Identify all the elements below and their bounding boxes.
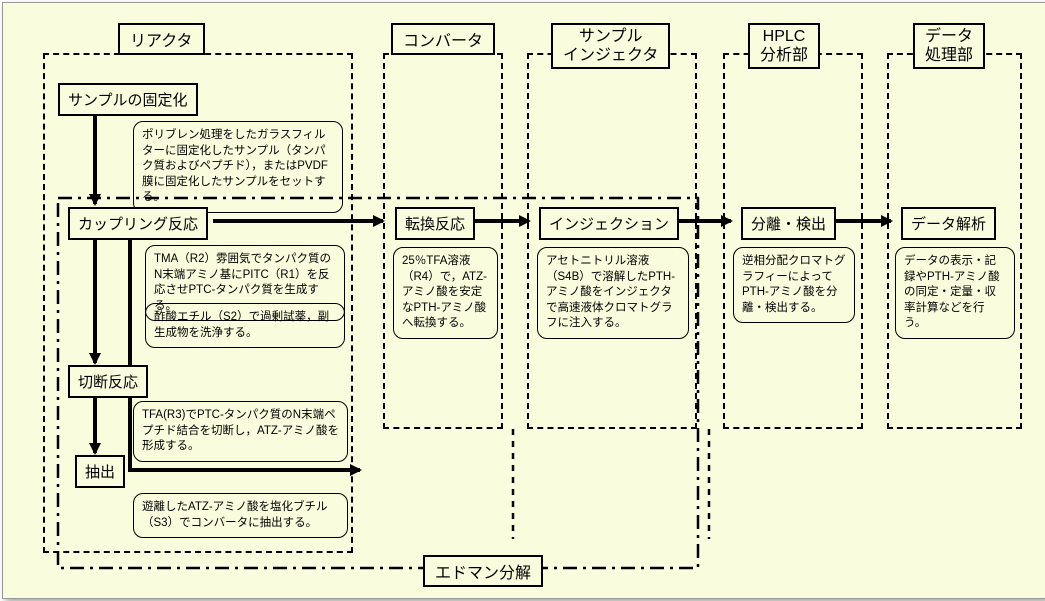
desc-text: アセトニトリル溶液（S4B）で溶解したPTH-アミノ酸をインジェクタで高速液体ク… — [546, 255, 675, 329]
desc-text: データの表示・記録やPTH-アミノ酸の同定・定量・収率計算などを行う。 — [904, 255, 1000, 329]
section-label-injector: サンプル インジェクタ — [551, 23, 670, 69]
desc-text: ポリブレン処理をしたガラスフィルターに固定化したサンプル（タンパク質およびペプチ… — [142, 129, 328, 203]
step-text: 抽出 — [85, 461, 115, 482]
step-text: データ解析 — [911, 213, 986, 234]
step-analyze: データ解析 — [901, 207, 996, 240]
desc-text: 25％TFA溶液（R4）で，ATZ-アミノ酸を安定なPTH-アミノ酸へ転換する。 — [402, 255, 487, 329]
label-text: コンバータ — [403, 27, 483, 51]
desc-analyze: データの表示・記録やPTH-アミノ酸の同定・定量・収率計算などを行う。 — [895, 247, 1015, 339]
desc-cleavage: TFA(R3)でPTC-タンパク質のN末端ペプチド結合を切断し，ATZ-アミノ酸… — [133, 401, 348, 462]
desc-text: 逆相分配クロマトグラフィーによってPTH-アミノ酸を分離・検出する。 — [742, 255, 846, 314]
desc-inject: アセトニトリル溶液（S4B）で溶解したPTH-アミノ酸をインジェクタで高速液体ク… — [537, 247, 689, 339]
step-inject: インジェクション — [539, 207, 679, 240]
arrow-inject-to-detect — [675, 219, 731, 223]
desc-detect: 逆相分配クロマトグラフィーによってPTH-アミノ酸を分離・検出する。 — [733, 247, 855, 323]
arrow-cleavage-to-extract — [93, 393, 97, 453]
desc-fix: ポリブレン処理をしたガラスフィルターに固定化したサンプル（タンパク質およびペプチ… — [133, 121, 343, 213]
step-cleavage: 切断反応 — [68, 365, 148, 398]
section-hplc-frame — [723, 53, 863, 429]
label-text: エドマン分解 — [435, 559, 531, 583]
section-injector-frame — [527, 53, 697, 429]
section-data-frame — [887, 53, 1022, 429]
step-text: 切断反応 — [78, 371, 138, 392]
edman-label: エドマン分解 — [423, 555, 543, 587]
diagram-canvas: リアクタ コンバータ サンプル インジェクタ HPLC 分析部 データ 処理部 … — [2, 2, 1045, 599]
step-convert: 転換反応 — [395, 207, 475, 240]
desc-extract: 遊離したATZ-アミノ酸を塩化ブチル（S3）でコンバータに抽出する。 — [133, 493, 348, 538]
step-fix: サンプルの固定化 — [58, 83, 198, 116]
arrow-coupling-to-cleavage — [93, 235, 97, 363]
desc-coupling2: 酢酸エチル（S2）で過剰試薬，副生成物を洗浄する。 — [145, 303, 345, 348]
step-text: 分離・検出 — [751, 213, 826, 234]
label-text: リアクタ — [130, 27, 193, 51]
arrow-fix-to-coupling — [93, 111, 97, 204]
label-text: サンプル インジェクタ — [563, 27, 658, 65]
arrow-extract-to-convert — [128, 468, 360, 472]
desc-text: 遊離したATZ-アミノ酸を塩化ブチル（S3）でコンバータに抽出する。 — [142, 501, 327, 529]
desc-convert: 25％TFA溶液（R4）で，ATZ-アミノ酸を安定なPTH-アミノ酸へ転換する。 — [393, 247, 498, 339]
step-text: カップリング反応 — [78, 213, 198, 234]
step-text: インジェクション — [549, 213, 669, 234]
section-label-hplc: HPLC 分析部 — [748, 23, 820, 69]
section-label-data: データ 処理部 — [913, 23, 985, 69]
label-text: HPLC 分析部 — [760, 27, 808, 65]
step-detect: 分離・検出 — [741, 207, 836, 240]
arrow-coupling-to-convert — [213, 219, 383, 223]
step-text: サンプルの固定化 — [68, 89, 188, 110]
desc-text: 酢酸エチル（S2）で過剰試薬，副生成物を洗浄する。 — [154, 311, 329, 339]
arrow-convert-to-inject — [475, 219, 529, 223]
step-text: 転換反応 — [405, 213, 465, 234]
desc-text: TFA(R3)でPTC-タンパク質のN末端ペプチド結合を切断し，ATZ-アミノ酸… — [142, 409, 339, 452]
step-coupling: カップリング反応 — [68, 207, 208, 240]
section-converter-frame — [383, 53, 503, 429]
step-extract: 抽出 — [75, 455, 125, 488]
section-label-reactor: リアクタ — [118, 23, 205, 55]
section-label-converter: コンバータ — [391, 23, 495, 55]
conn-extract-up — [128, 221, 132, 469]
label-text: データ 処理部 — [925, 27, 973, 65]
arrow-detect-to-analyze — [835, 219, 891, 223]
